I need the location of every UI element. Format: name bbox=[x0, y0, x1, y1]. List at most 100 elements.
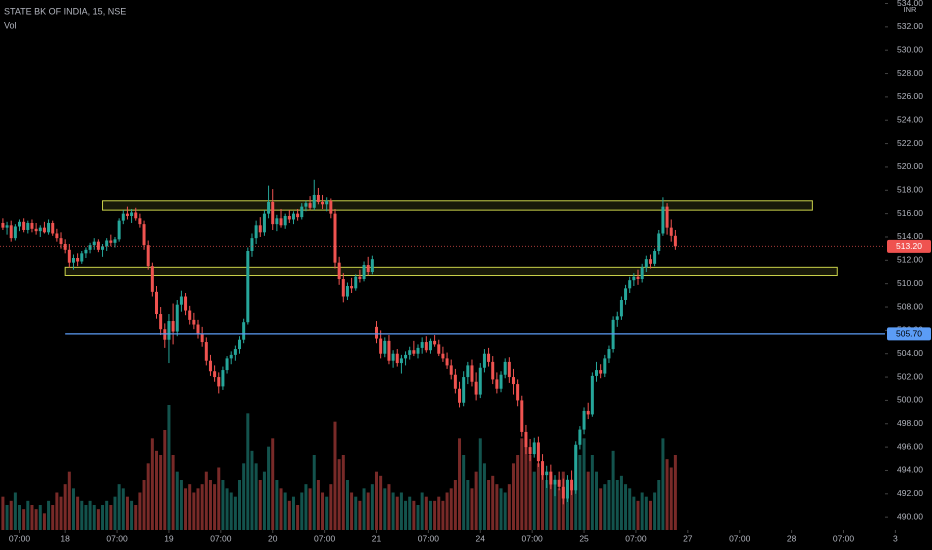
volume-bar bbox=[233, 496, 237, 530]
candle-body bbox=[524, 431, 528, 448]
volume-bar bbox=[507, 484, 511, 530]
candle-body bbox=[557, 479, 561, 487]
volume-bar bbox=[300, 492, 304, 530]
y-tick-label: 534.00 bbox=[897, 0, 923, 8]
candle-body bbox=[179, 296, 183, 305]
candle-body bbox=[225, 358, 229, 371]
candle-body bbox=[350, 286, 354, 289]
volume-bar bbox=[420, 492, 424, 530]
volume-bar bbox=[657, 480, 661, 530]
volume-bar bbox=[283, 492, 287, 530]
candle-body bbox=[595, 370, 599, 376]
x-tick-label: 24 bbox=[476, 533, 486, 543]
candle-body bbox=[291, 213, 295, 220]
volume-label: Vol bbox=[4, 20, 17, 30]
volume-bar bbox=[453, 480, 457, 530]
candle-body bbox=[565, 479, 569, 499]
volume-bar bbox=[142, 480, 146, 530]
volume-bar bbox=[184, 488, 188, 530]
candle-body bbox=[487, 353, 491, 362]
volume-bar bbox=[262, 471, 266, 530]
volume-bar bbox=[582, 438, 586, 530]
candle-body bbox=[653, 250, 657, 264]
volume-bar bbox=[628, 488, 632, 530]
volume-bar bbox=[125, 496, 129, 530]
volume-bar bbox=[130, 500, 134, 530]
candle-body bbox=[374, 326, 378, 339]
candle-body bbox=[424, 342, 428, 351]
volume-bar bbox=[159, 455, 163, 530]
candle-body bbox=[42, 227, 46, 233]
y-tick-label: 518.00 bbox=[897, 185, 923, 195]
volume-bar bbox=[76, 496, 80, 530]
candle-body bbox=[196, 324, 200, 334]
candle-body bbox=[192, 319, 196, 325]
candle-body bbox=[30, 222, 34, 229]
volume-bar bbox=[491, 475, 495, 530]
volume-bar bbox=[412, 500, 416, 530]
volume-bar bbox=[188, 484, 192, 530]
y-tick-label: 528.00 bbox=[897, 68, 923, 78]
volume-bar bbox=[59, 496, 63, 530]
candle-body bbox=[615, 316, 619, 320]
candle-body bbox=[665, 206, 669, 228]
candle-body bbox=[416, 347, 420, 354]
candle-body bbox=[520, 400, 524, 432]
volume-bar bbox=[516, 455, 520, 530]
volume-bar bbox=[590, 455, 594, 530]
y-tick-label: 502.00 bbox=[897, 371, 923, 381]
volume-bar bbox=[101, 505, 105, 530]
volume-bar bbox=[192, 492, 196, 530]
volume-bar bbox=[374, 471, 378, 530]
candle-body bbox=[553, 479, 557, 485]
candle-body bbox=[362, 265, 366, 280]
candle-body bbox=[300, 206, 304, 218]
volume-bar bbox=[134, 505, 138, 530]
volume-bar bbox=[565, 480, 569, 530]
volume-bar bbox=[570, 484, 574, 530]
candle-body bbox=[308, 203, 312, 208]
volume-bar bbox=[138, 492, 142, 530]
volume-bar bbox=[553, 484, 557, 530]
volume-bar bbox=[51, 505, 55, 530]
volume-bar bbox=[648, 500, 652, 530]
volume-bar bbox=[13, 492, 17, 530]
candle-body bbox=[536, 442, 540, 462]
volume-bar bbox=[499, 488, 503, 530]
volume-bar bbox=[611, 450, 615, 530]
candle-body bbox=[312, 194, 316, 208]
candle-body bbox=[159, 314, 163, 330]
candle-body bbox=[474, 381, 478, 395]
volume-bar bbox=[316, 480, 320, 530]
volume-bar bbox=[63, 484, 67, 530]
volume-bar bbox=[379, 475, 383, 530]
candle-body bbox=[71, 257, 75, 263]
volume-bar bbox=[482, 463, 486, 530]
candle-body bbox=[113, 239, 117, 243]
volume-bar bbox=[428, 500, 432, 530]
volume-bar bbox=[18, 505, 22, 530]
candle-body bbox=[561, 486, 565, 499]
x-tick-label: 07:00 bbox=[833, 533, 855, 543]
candle-body bbox=[262, 213, 266, 233]
candle-body bbox=[516, 384, 520, 401]
volume-bar bbox=[321, 492, 325, 530]
volume-bar bbox=[350, 492, 354, 530]
candle-body bbox=[379, 338, 383, 354]
volume-bar bbox=[511, 463, 515, 530]
volume-bar bbox=[229, 492, 233, 530]
candle-body bbox=[412, 350, 416, 354]
candle-body bbox=[632, 276, 636, 281]
volume-bar bbox=[267, 446, 271, 530]
volume-bar bbox=[167, 405, 171, 530]
candle-body bbox=[88, 245, 92, 250]
y-tick-label: 494.00 bbox=[897, 465, 923, 475]
candle-body bbox=[628, 280, 632, 289]
candle-body bbox=[528, 447, 532, 455]
volume-bar bbox=[449, 488, 453, 530]
candle-body bbox=[221, 370, 225, 387]
y-tick-label: 500.00 bbox=[897, 395, 923, 405]
volume-bar bbox=[615, 480, 619, 530]
candle-body bbox=[258, 225, 262, 233]
candle-body bbox=[267, 201, 271, 214]
